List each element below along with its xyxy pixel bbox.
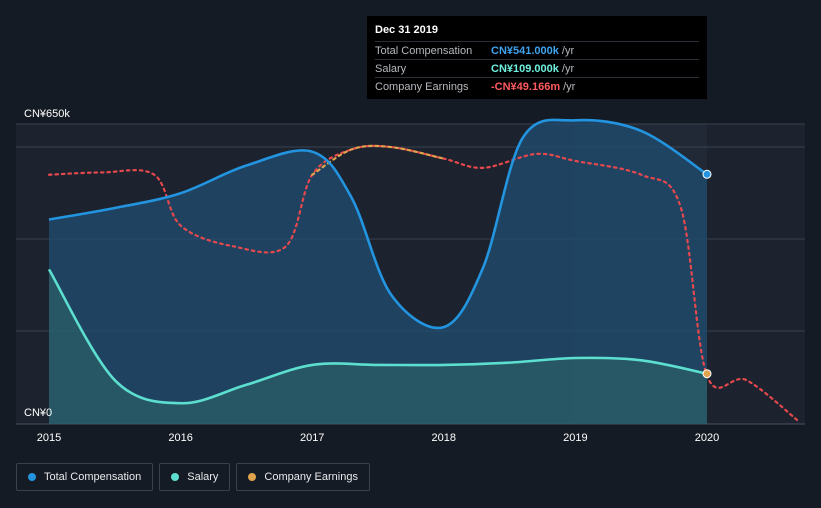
legend-item-salary[interactable]: Salary xyxy=(159,463,231,491)
x-tick-label: 2020 xyxy=(695,432,719,444)
tooltip-row-salary: Salary CN¥109.000k /yr xyxy=(375,59,699,77)
series-markers xyxy=(702,169,712,379)
tooltip-value: -CN¥49.166m xyxy=(491,80,561,93)
tooltip-unit: /yr xyxy=(561,44,575,57)
y-axis-label-bottom: CN¥0 xyxy=(24,407,52,419)
company-earnings-marker[interactable] xyxy=(702,369,712,379)
salary-area xyxy=(49,269,707,424)
x-tick-label: 2018 xyxy=(432,432,456,444)
tooltip-unit: /yr xyxy=(561,62,575,75)
company-earnings-line xyxy=(47,144,801,423)
legend-item-total-compensation[interactable]: Total Compensation xyxy=(16,463,154,491)
tooltip-unit: /yr xyxy=(563,80,576,93)
tooltip-date: Dec 31 2019 xyxy=(375,24,438,36)
legend-item-company-earnings[interactable]: Company Earnings xyxy=(236,463,370,491)
series-areas xyxy=(49,119,707,425)
x-tick-label: 2015 xyxy=(37,432,61,444)
x-tick-label: 2016 xyxy=(168,432,192,444)
total-compensation-area xyxy=(49,119,707,425)
legend-dot-icon xyxy=(248,473,257,481)
legend: Total Compensation Salary Company Earnin… xyxy=(16,463,370,491)
tooltip-label: Salary xyxy=(375,62,407,75)
salary-line xyxy=(47,268,708,405)
tooltip: Dec 31 2019 Total Compensation CN¥541.00… xyxy=(367,16,707,99)
tooltip-value: CN¥541.000k xyxy=(491,44,559,57)
x-tick-label: 2019 xyxy=(563,432,587,444)
tooltip-row-total-compensation: Total Compensation CN¥541.000k /yr xyxy=(375,41,699,59)
series-lines xyxy=(47,118,801,423)
x-tick-label: 2017 xyxy=(300,432,324,444)
tooltip-value: CN¥109.000k xyxy=(491,62,559,75)
tooltip-label: Company Earnings xyxy=(375,80,469,93)
tooltip-row-company-earnings: Company Earnings -CN¥49.166m /yr xyxy=(375,77,699,95)
total-compensation-line xyxy=(48,118,708,330)
legend-label: Salary xyxy=(187,471,219,483)
legend-dot-icon xyxy=(171,473,180,481)
legend-label: Total Compensation xyxy=(44,471,142,483)
legend-dot-icon xyxy=(28,473,36,481)
tooltip-label: Total Compensation xyxy=(375,44,473,57)
total-compensation-marker[interactable] xyxy=(702,169,712,179)
y-axis-label-top: CN¥650k xyxy=(24,108,70,120)
legend-label: Company Earnings xyxy=(264,471,358,483)
x-axis-ticks: 2015 2016 2017 2018 2019 2020 xyxy=(37,432,719,444)
